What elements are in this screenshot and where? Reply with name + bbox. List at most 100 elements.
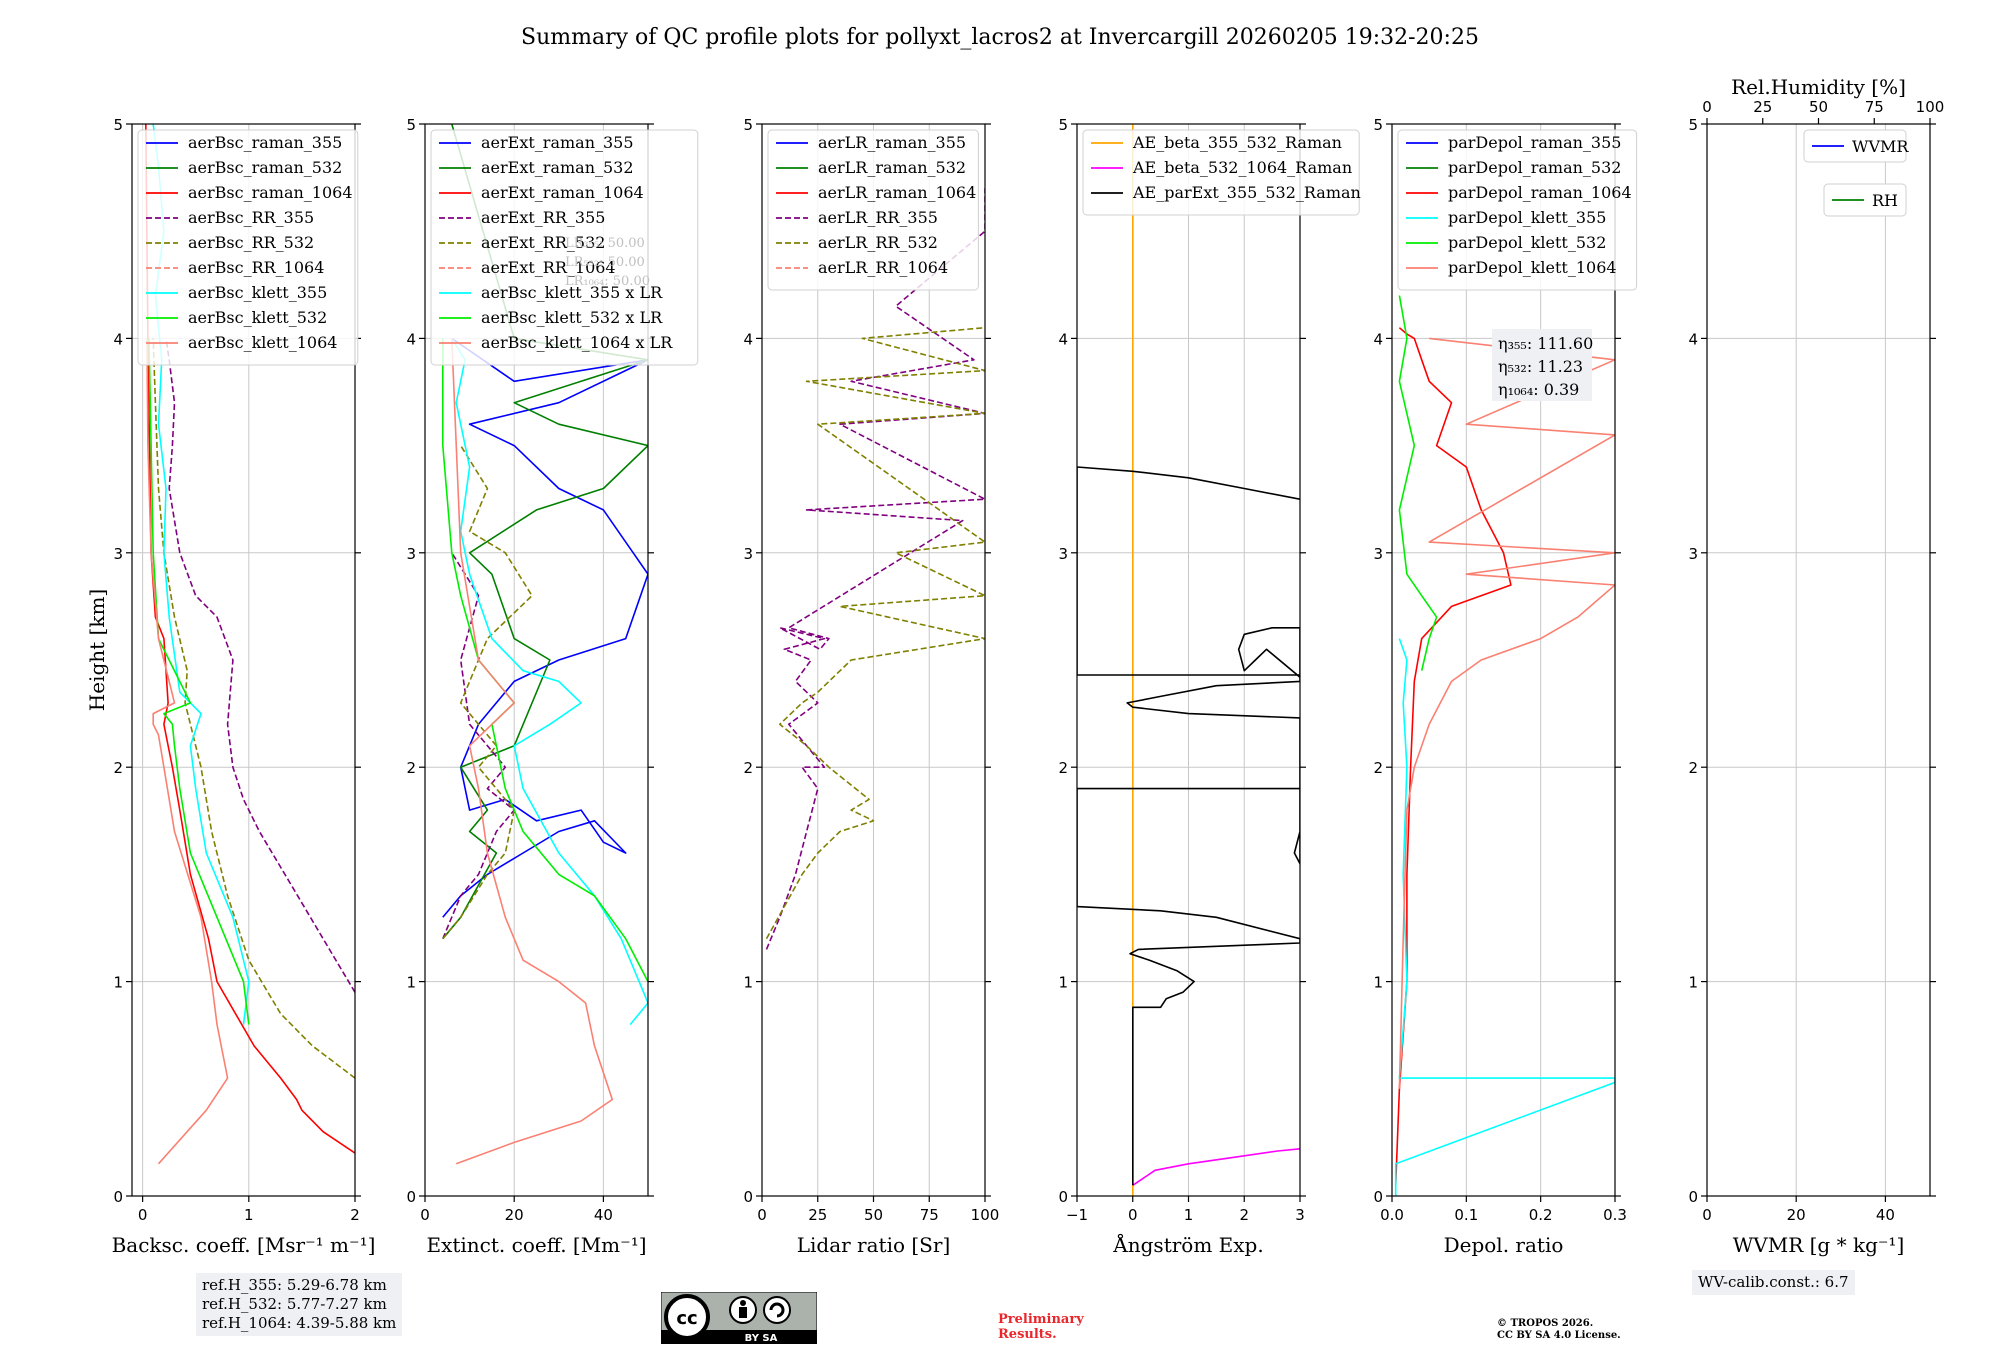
series-line-aerbsc-klett-1064-x-lr xyxy=(451,338,614,1165)
series-line-aerext-raman-532 xyxy=(442,124,648,940)
legend-entry: aerLR_raman_532 xyxy=(818,158,966,177)
series-group xyxy=(1394,295,1615,1196)
x-tick-label: 0 xyxy=(1128,1206,1138,1224)
y-tick-label: 3 xyxy=(743,545,753,563)
series-group xyxy=(765,188,985,950)
y-tick-label: 3 xyxy=(1688,545,1698,563)
legend-entry: aerBsc_RR_355 xyxy=(188,208,314,227)
legend-entry: aerLR_RR_1064 xyxy=(818,258,948,277)
x-axis-label: Ångström Exp. xyxy=(1112,1232,1263,1257)
x-tick-label: 1 xyxy=(1184,1206,1194,1224)
x-tick-label: 100 xyxy=(971,1206,1000,1224)
x-tick-label: 0 xyxy=(420,1206,430,1224)
legend-entry: aerLR_raman_355 xyxy=(818,133,966,152)
x-tick-label: 1 xyxy=(244,1206,254,1224)
cc-mark: cc xyxy=(676,1308,697,1329)
y-tick-label: 0 xyxy=(1373,1188,1383,1206)
panel-depol: 0 1 2 3 4 5 0.0 0.1 0.2 0.3 Depol. ratio parDepol_r… xyxy=(1373,116,1638,1257)
x-axis-label: Extinct. coeff. [Mm⁻¹] xyxy=(426,1233,646,1257)
legend-entry: parDepol_klett_355 xyxy=(1448,208,1606,227)
x-tick-label: 50 xyxy=(864,1206,883,1224)
y-tick-label: 3 xyxy=(113,545,123,563)
legend-box xyxy=(1082,129,1360,216)
y-tick-label: 5 xyxy=(113,116,123,134)
lidar-ratio-annotation: LR₁₀₆₄: 50.00 xyxy=(565,274,650,289)
series-line-aerext-rr-355 xyxy=(442,552,516,940)
series-line-aerbsc-rr-355 xyxy=(165,338,355,993)
x-tick-label: 0 xyxy=(138,1206,148,1224)
copyright-note: © TROPOS 2026. CC BY SA 4.0 License. xyxy=(1497,1318,1621,1341)
series-line-pardepol-klett-355 xyxy=(1394,638,1615,1196)
legend-entry: aerBsc_klett_355 x LR xyxy=(481,283,663,302)
legend-box xyxy=(1823,183,1907,217)
x-tick-label: 3 xyxy=(1295,1206,1305,1224)
y-tick-label: 5 xyxy=(743,116,753,134)
top-tick-label: 75 xyxy=(1865,98,1884,116)
y-axis-label: Height [km] xyxy=(85,589,109,711)
legend-entry: parDepol_klett_1064 xyxy=(1448,258,1617,277)
x-tick-label: 2 xyxy=(1239,1206,1249,1224)
series-line-aerext-rr-532 xyxy=(442,445,533,940)
y-tick-label: 2 xyxy=(406,759,416,777)
y-tick-label: 2 xyxy=(1688,759,1698,777)
figure-title: Summary of QC profile plots for pollyxt_… xyxy=(521,25,1479,50)
legend-entry: aerExt_RR_1064 xyxy=(481,258,616,277)
y-tick-label: 5 xyxy=(1373,116,1383,134)
x-tick-label: 40 xyxy=(594,1206,613,1224)
legend-entry: aerBsc_klett_1064 x LR xyxy=(481,333,673,352)
y-tick-label: 3 xyxy=(406,545,416,563)
y-tick-label: 1 xyxy=(1058,974,1068,992)
series-group xyxy=(441,124,648,1165)
legend-entry: aerBsc_klett_1064 xyxy=(188,333,337,352)
x-tick-label: 20 xyxy=(1787,1206,1806,1224)
preliminary-results-note: Preliminary Results. xyxy=(998,1312,1084,1342)
series-line-aerbsc-rr-532 xyxy=(152,338,355,1079)
cc-license-icon: cc BY SA xyxy=(660,1291,818,1345)
series-line-pardepol-raman-1064 xyxy=(1394,327,1512,1186)
y-tick-label: 2 xyxy=(743,759,753,777)
legend-entry: aerExt_raman_355 xyxy=(481,133,634,152)
y-tick-label: 1 xyxy=(406,974,416,992)
calibration-box xyxy=(1492,329,1592,401)
top-tick-label: 0 xyxy=(1702,98,1712,116)
x-axis-label: Backsc. coeff. [Msr⁻¹ m⁻¹] xyxy=(112,1233,376,1257)
series-line-aerbsc-klett-532-x-lr xyxy=(441,338,648,982)
calibration-value: η₁₀₆₄: 0.39 xyxy=(1498,380,1579,399)
y-tick-label: 1 xyxy=(743,974,753,992)
x-tick-label: 0.0 xyxy=(1380,1206,1404,1224)
legend-entry: RH xyxy=(1872,191,1898,210)
y-tick-label: 2 xyxy=(1373,759,1383,777)
axes-frame xyxy=(131,123,356,1197)
legend-entry: aerExt_RR_532 xyxy=(481,233,605,252)
y-tick-label: 1 xyxy=(113,974,123,992)
series-line-pardepol-klett-1064 xyxy=(1398,337,1615,1089)
series-line-ae-parext-355-532-raman xyxy=(1077,466,1300,1186)
legend-entry: aerBsc_klett_532 x LR xyxy=(481,308,663,327)
y-tick-label: 3 xyxy=(1373,545,1383,563)
y-tick-label: 4 xyxy=(1373,330,1383,348)
x-tick-label: 0.1 xyxy=(1454,1206,1478,1224)
axes-frame xyxy=(1706,123,1931,1197)
lidar-ratio-annotation: LR₃₅₅: 50.00 xyxy=(565,236,645,251)
x-tick-label: 75 xyxy=(920,1206,939,1224)
legend-entry: aerLR_RR_355 xyxy=(818,208,938,227)
top-tick-label: 25 xyxy=(1753,98,1772,116)
x-tick-label: 2 xyxy=(350,1206,360,1224)
y-tick-label: 3 xyxy=(1058,545,1068,563)
x-tick-label: 20 xyxy=(505,1206,524,1224)
legend-box xyxy=(1803,129,1907,163)
x-tick-label: 0 xyxy=(757,1206,767,1224)
series-line-aerbsc-klett-355-x-lr xyxy=(451,337,648,1026)
y-tick-label: 5 xyxy=(406,116,416,134)
top-tick-label: 50 xyxy=(1809,98,1828,116)
x-tick-label: −1 xyxy=(1066,1206,1088,1224)
panel-bsc: 0 1 2 3 4 5 0 1 2 Backsc. coeff. [Msr⁻¹ m⁻¹] aerBs… xyxy=(112,116,376,1257)
legend-entry: aerBsc_klett_532 xyxy=(188,308,327,327)
cc-by-sa-label: BY SA xyxy=(745,1333,778,1344)
series-line-aerbsc-raman-1064 xyxy=(145,124,355,1154)
legend-entry: aerExt_raman_532 xyxy=(481,158,634,177)
top-tick-label: 100 xyxy=(1916,98,1945,116)
y-tick-label: 1 xyxy=(1373,974,1383,992)
legend-entry: parDepol_klett_532 xyxy=(1448,233,1606,252)
